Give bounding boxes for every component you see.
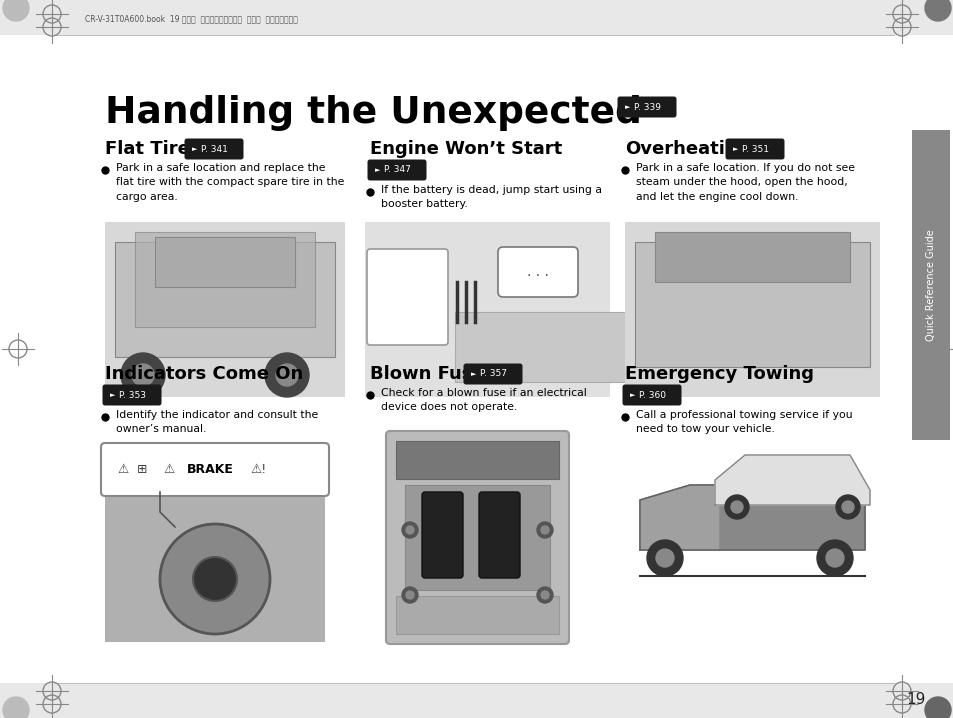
Text: P. 351: P. 351 [741,144,768,154]
Text: ⚠: ⚠ [163,463,174,476]
FancyBboxPatch shape [102,385,161,406]
Circle shape [275,364,297,386]
Text: P. 347: P. 347 [384,166,411,174]
Text: Check for a blown fuse if an electrical
device does not operate.: Check for a blown fuse if an electrical … [380,388,586,412]
FancyBboxPatch shape [497,247,578,297]
Bar [405,485,550,590]
Polygon shape [714,455,869,505]
Circle shape [401,587,417,603]
FancyBboxPatch shape [367,249,448,345]
Bar [624,222,879,397]
Text: Call a professional towing service if you
need to tow your vehicle.: Call a professional towing service if yo… [636,410,852,434]
Bar [911,130,949,440]
Text: 19: 19 [905,692,924,707]
Circle shape [724,495,748,519]
Text: P. 353: P. 353 [119,391,146,399]
Text: ►: ► [629,392,635,398]
FancyBboxPatch shape [617,96,676,118]
Polygon shape [639,485,720,550]
FancyBboxPatch shape [724,139,783,159]
Bar [365,222,609,397]
Text: Overheating: Overheating [624,140,750,158]
Text: Flat Tire: Flat Tire [105,140,190,158]
Text: Blown Fuse: Blown Fuse [370,365,484,383]
Bar [105,222,345,397]
FancyBboxPatch shape [184,139,243,159]
Bar [115,242,335,357]
Text: . . .: . . . [526,265,548,279]
Text: ⊞: ⊞ [137,463,148,476]
Circle shape [924,697,950,718]
Circle shape [406,591,414,599]
Text: BRAKE: BRAKE [187,463,233,476]
Circle shape [406,526,414,534]
Circle shape [537,587,553,603]
Text: CR-V-31T0A600.book  19 ページ  ２０１１年８月８日  月曜日  午後６時２６分: CR-V-31T0A600.book 19 ページ ２０１１年８月８日 月曜日 … [85,14,297,24]
Text: Park in a safe location. If you do not see
steam under the hood, open the hood,
: Park in a safe location. If you do not s… [636,163,854,202]
Bar [635,450,879,580]
Circle shape [540,591,548,599]
Polygon shape [720,485,864,550]
Bar [135,232,314,327]
Text: ►: ► [624,104,630,110]
Polygon shape [639,485,864,550]
Bar [655,232,849,282]
Text: Engine Won’t Start: Engine Won’t Start [370,140,561,158]
Bar [455,312,635,382]
Circle shape [3,697,29,718]
Text: Handling the Unexpected: Handling the Unexpected [105,95,641,131]
Bar [395,596,558,634]
Text: ►: ► [375,167,380,173]
Text: Quick Reference Guide: Quick Reference Guide [925,229,935,341]
Circle shape [656,549,673,567]
Circle shape [3,0,29,21]
FancyBboxPatch shape [386,431,568,644]
FancyBboxPatch shape [622,385,680,406]
Text: Indicators Come On: Indicators Come On [105,365,303,383]
Text: Emergency Towing: Emergency Towing [624,365,813,383]
Circle shape [924,0,950,21]
FancyBboxPatch shape [478,492,519,578]
Text: ►: ► [110,392,115,398]
Bar [0,0,953,35]
Circle shape [646,540,682,576]
Text: Park in a safe location and replace the
flat tire with the compact spare tire in: Park in a safe location and replace the … [116,163,344,202]
Text: If the battery is dead, jump start using a
booster battery.: If the battery is dead, jump start using… [380,185,601,210]
Bar [105,497,325,642]
Circle shape [537,522,553,538]
Text: P. 357: P. 357 [479,370,506,378]
Bar [154,237,294,287]
Bar [0,683,953,718]
Circle shape [401,522,417,538]
Circle shape [193,557,236,601]
FancyBboxPatch shape [463,363,522,385]
Text: ⚠!: ⚠! [250,463,266,476]
Circle shape [835,495,859,519]
Bar [395,441,558,479]
Circle shape [825,549,843,567]
Circle shape [816,540,852,576]
Circle shape [841,501,853,513]
Circle shape [121,353,165,397]
Text: ⚠: ⚠ [117,463,128,476]
Text: P. 339: P. 339 [634,103,660,111]
Circle shape [132,364,153,386]
FancyBboxPatch shape [101,443,329,496]
Circle shape [265,353,309,397]
Text: ►: ► [732,146,738,152]
FancyBboxPatch shape [421,492,462,578]
Circle shape [160,524,270,634]
Circle shape [540,526,548,534]
FancyBboxPatch shape [367,159,426,180]
Text: ►: ► [471,371,476,377]
Circle shape [730,501,742,513]
Text: ►: ► [192,146,197,152]
Text: P. 360: P. 360 [639,391,665,399]
Text: Identify the indicator and consult the
owner’s manual.: Identify the indicator and consult the o… [116,410,318,434]
Text: P. 341: P. 341 [201,144,228,154]
Bar [635,242,869,367]
